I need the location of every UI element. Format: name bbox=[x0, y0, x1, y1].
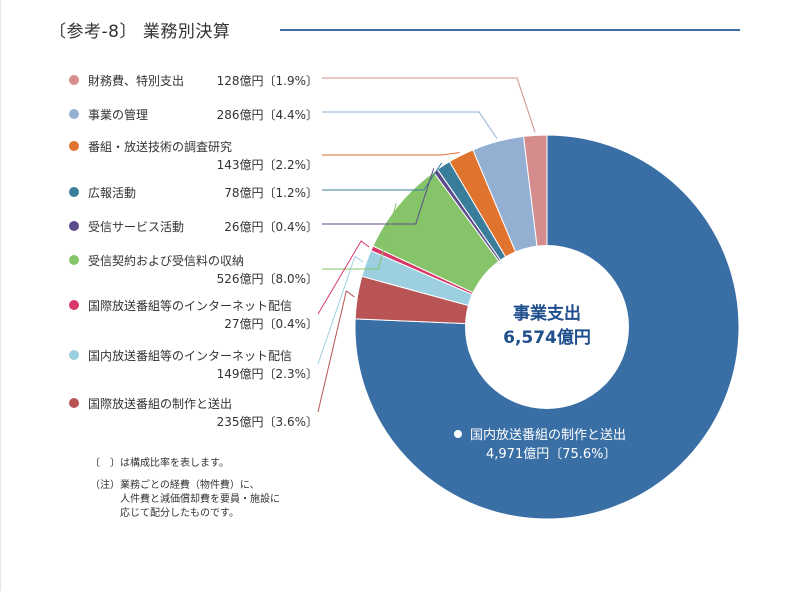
legend-label: 受信契約および受信料の収納 bbox=[88, 254, 245, 268]
legend-label: 広報活動 bbox=[88, 186, 137, 200]
bracket-note: 〔 〕は構成比率を表します。 bbox=[90, 458, 229, 469]
legend-label: 事業の管理 bbox=[88, 108, 149, 122]
legend-label: 国際放送番組の制作と送出 bbox=[88, 397, 233, 411]
leader-line bbox=[322, 168, 435, 225]
legend-value: 149億円〔2.3%〕 bbox=[216, 367, 318, 381]
legend-marker bbox=[69, 141, 79, 151]
legend-marker bbox=[69, 300, 79, 310]
title-rule bbox=[280, 29, 740, 31]
legend-marker bbox=[69, 187, 79, 197]
legend-label: 番組・放送技術の調査研究 bbox=[88, 140, 233, 154]
legend-value: 235億円〔3.6%〕 bbox=[216, 415, 318, 429]
legend-marker bbox=[69, 109, 79, 119]
legend-value: 78億円〔1.2%〕 bbox=[224, 186, 318, 200]
page-left-border bbox=[0, 0, 1, 591]
leader-line bbox=[317, 290, 355, 413]
legend-value: 128億円〔1.9%〕 bbox=[216, 74, 318, 88]
leader-line bbox=[322, 203, 397, 270]
leader-line bbox=[322, 77, 536, 133]
legend-marker bbox=[69, 255, 79, 265]
center-label-title: 事業支出 bbox=[513, 303, 581, 324]
legend-value: 143億円〔2.2%〕 bbox=[216, 158, 318, 172]
legend-value: 526億円〔8.0%〕 bbox=[216, 272, 318, 286]
legend-marker bbox=[69, 75, 79, 85]
center-label-total: 6,574億円 bbox=[503, 327, 591, 348]
page-title: 〔参考-8〕 業務別決算 bbox=[49, 22, 231, 42]
big-slice-label-name: 国内放送番組の制作と送出 bbox=[470, 427, 626, 443]
legend-label: 国際放送番組等のインターネット配信 bbox=[88, 299, 293, 313]
legend-value: 286億円〔4.4%〕 bbox=[216, 108, 318, 122]
leader-line bbox=[317, 255, 364, 365]
leader-line bbox=[322, 111, 498, 139]
legend-label: 財務費、特別支出 bbox=[88, 74, 185, 88]
footnote: （注）業務ごとの経費（物件費）に、 人件費と減価償却費を要員・施設に 応じて配分… bbox=[90, 480, 280, 519]
legend-label: 受信サービス活動 bbox=[88, 220, 185, 234]
leader-line bbox=[322, 162, 443, 191]
donut-hole bbox=[465, 245, 629, 409]
leader-line bbox=[317, 240, 370, 315]
legend-marker bbox=[69, 221, 79, 231]
legend-label: 国内放送番組等のインターネット配信 bbox=[88, 349, 293, 363]
leader-line bbox=[322, 152, 460, 156]
big-slice-label-marker bbox=[454, 430, 462, 438]
big-slice-label-value: 4,971億円〔75.6%〕 bbox=[486, 446, 617, 462]
pie-slice bbox=[354, 134, 740, 520]
legend-value: 27億円〔0.4%〕 bbox=[224, 317, 318, 331]
legend-value: 26億円〔0.4%〕 bbox=[224, 220, 318, 234]
legend-marker bbox=[69, 350, 79, 360]
legend-marker bbox=[69, 398, 79, 408]
